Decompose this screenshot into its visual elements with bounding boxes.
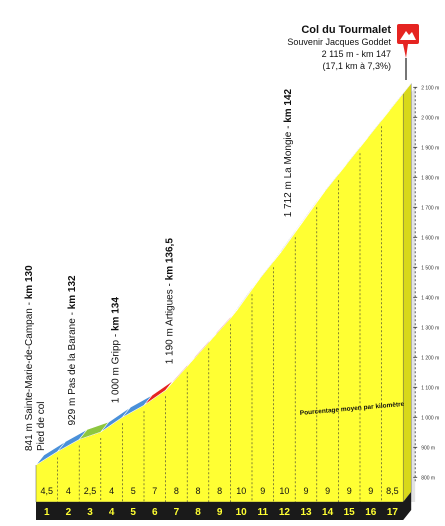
y-axis-tick-label: 1 100 m xyxy=(421,385,439,391)
waypoint-label: 1 190 m Artigues - km 136,5 xyxy=(164,238,175,365)
gradient-label: 10 xyxy=(236,486,246,496)
y-axis-tick-label: 1 600 m xyxy=(421,235,439,241)
km-label: 14 xyxy=(322,507,334,518)
y-axis-tick-label: 1 700 m xyxy=(421,205,439,211)
waypoint-label: 1 000 m Gripp - km 134 xyxy=(110,297,121,404)
km-label: 6 xyxy=(152,507,158,518)
waypoint-km: km 142 xyxy=(283,88,294,122)
km-label: 5 xyxy=(130,507,136,518)
waypoint-labels: 841 m Sainte-Marie-de-Campan - km 130Pie… xyxy=(24,88,294,451)
profile-side-face xyxy=(403,82,412,503)
km-label: 9 xyxy=(217,507,223,518)
waypoint-km: km 134 xyxy=(110,297,121,331)
waypoint-km: km 136,5 xyxy=(164,238,175,281)
waypoint-label: 929 m Pas de la Barane - km 132 xyxy=(67,275,78,426)
km-divider-lines xyxy=(57,126,382,502)
gradient-label: 9 xyxy=(260,486,265,496)
km-label: 7 xyxy=(174,507,180,518)
waypoint-sublabel: Pied de col xyxy=(36,402,47,451)
profile-area-shape xyxy=(35,92,404,503)
km-label: 17 xyxy=(387,507,399,518)
waypoint-km: km 132 xyxy=(67,275,78,309)
gradient-label: 4,5 xyxy=(41,486,54,496)
gradient-band-segment xyxy=(381,83,412,121)
summit-altitude-km: 2 115 m - km 147 xyxy=(322,49,391,59)
waypoint-label: 841 m Sainte-Marie-de-Campan - km 130 xyxy=(24,265,35,451)
gradient-label: 4 xyxy=(66,486,71,496)
y-axis-tick-label: 1 300 m xyxy=(421,325,439,331)
gradient-label: 9 xyxy=(303,486,308,496)
gradient-label: 2,5 xyxy=(84,486,97,496)
summit-flag-icon xyxy=(397,24,419,80)
gradient-label: 8,5 xyxy=(386,486,399,496)
waypoint-label: 1 712 m La Mongie - km 142 xyxy=(283,88,294,217)
km-label: 2 xyxy=(66,507,72,518)
y-axis-tick-label: 800 m xyxy=(421,475,435,481)
gradient-label: 10 xyxy=(279,486,289,496)
y-axis-tick-label: 1 900 m xyxy=(421,145,439,151)
y-axis-tick-label: 1 000 m xyxy=(421,415,439,421)
y-axis-tick-label: 1 500 m xyxy=(421,265,439,271)
km-label: 4 xyxy=(109,507,115,518)
km-base-strip: 1 2 3 4 5 6 7 8 9 10 11 12 13 14 15 16 17 xyxy=(36,492,412,520)
km-label: 13 xyxy=(300,507,312,518)
gradient-label: 4 xyxy=(109,486,114,496)
gradient-label: 8 xyxy=(174,486,179,496)
gradient-label: 9 xyxy=(325,486,330,496)
gradient-labels: 4,5 4 2,5 4 5 7 8 8 8 10 9 10 9 9 9 9 8,5 xyxy=(41,486,399,496)
y-axis-tick-label: 1 400 m xyxy=(421,295,439,301)
km-label: 12 xyxy=(279,507,291,518)
gradient-label: 7 xyxy=(152,486,157,496)
y-axis-tick-label: 900 m xyxy=(421,445,435,451)
gradient-label: 5 xyxy=(131,486,136,496)
y-axis-tick-label: 1 200 m xyxy=(421,355,439,361)
profile-side-face-shape xyxy=(403,82,412,503)
y-axis-tick-label: 2 000 m xyxy=(421,115,439,121)
y-axis-tick-label: 1 800 m xyxy=(421,175,439,181)
km-label: 16 xyxy=(365,507,377,518)
km-label: 10 xyxy=(236,507,248,518)
summit-souvenir: Souvenir Jacques Goddet xyxy=(287,37,391,47)
y-axis-tick-label: 2 100 m xyxy=(421,85,439,91)
waypoint-km: km 130 xyxy=(24,265,35,299)
km-label: 1 xyxy=(44,507,50,518)
km-label: 3 xyxy=(87,507,93,518)
gradient-label: 9 xyxy=(368,486,373,496)
profile-area xyxy=(35,92,404,503)
km-label: 11 xyxy=(258,507,269,518)
gradient-label: 9 xyxy=(347,486,352,496)
km-label: 15 xyxy=(344,507,356,518)
summit-climb-stats: (17,1 km à 7,3%) xyxy=(322,61,391,71)
km-label: 8 xyxy=(195,507,201,518)
gradient-label: 8 xyxy=(195,486,200,496)
gradient-label: 8 xyxy=(217,486,222,496)
summit-title: Col du Tourmalet xyxy=(301,24,391,36)
gradient-band xyxy=(35,83,412,466)
km-base-strip-shape xyxy=(36,492,412,520)
y-axis: 800 m 900 m 1 000 m 1 100 m 1 200 m 1 300 m 1 … xyxy=(413,85,439,483)
